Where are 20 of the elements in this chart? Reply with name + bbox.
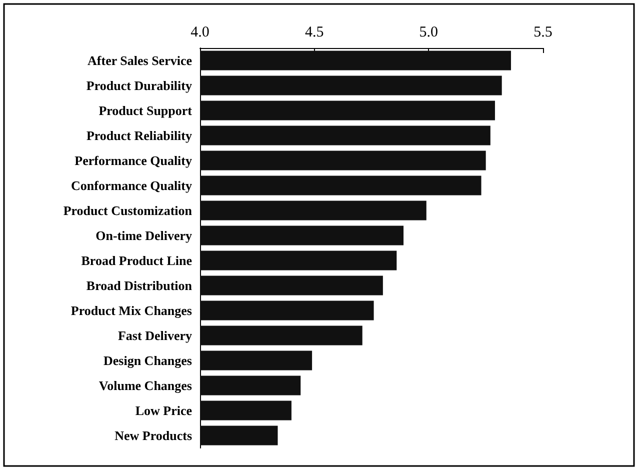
x-tick-label: 4.5	[304, 24, 324, 40]
y-tick-label: Low Price	[135, 403, 192, 418]
y-tick-label: On-time Delivery	[96, 228, 192, 243]
y-tick-label: Volume Changes	[98, 378, 192, 393]
x-tick-label: 5.0	[419, 24, 438, 40]
y-tick-label: Design Changes	[104, 353, 192, 368]
y-tick-label: Conformance Quality	[71, 178, 192, 193]
y-tick-label: Product Reliability	[86, 128, 192, 143]
y-tick-label: Product Mix Changes	[70, 303, 192, 318]
y-tick-label: Broad Distribution	[86, 278, 193, 293]
y-tick-label: Performance Quality	[74, 153, 192, 168]
y-tick-label: Product Durability	[86, 78, 192, 93]
y-tick-label: Fast Delivery	[118, 328, 192, 343]
y-tick-label: Product Customization	[63, 203, 193, 218]
x-tick-label: 4.0	[190, 24, 210, 40]
y-tick-label: After Sales Service	[88, 53, 192, 68]
x-tick-label: 5.5	[534, 24, 552, 40]
y-tick-label: New Products	[114, 428, 192, 443]
y-tick-label: Broad Product Line	[81, 253, 192, 268]
y-tick-label: Product Support	[98, 103, 193, 118]
